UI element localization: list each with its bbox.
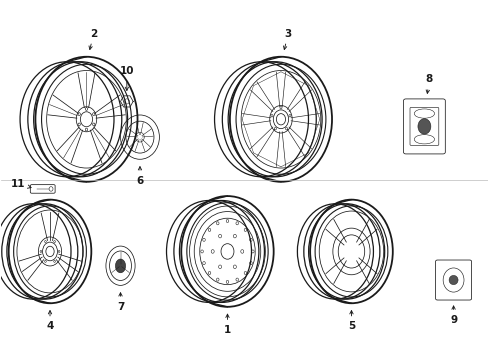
Text: 5: 5	[347, 311, 354, 332]
Text: 11: 11	[11, 179, 25, 189]
Ellipse shape	[448, 275, 457, 285]
Ellipse shape	[417, 119, 430, 134]
Text: 9: 9	[449, 306, 456, 325]
Text: 4: 4	[46, 311, 54, 332]
Text: 7: 7	[117, 293, 124, 312]
Text: 1: 1	[224, 314, 231, 335]
Ellipse shape	[115, 259, 125, 273]
Text: 2: 2	[89, 28, 97, 50]
Text: 6: 6	[136, 167, 143, 186]
Text: 10: 10	[120, 66, 134, 90]
Text: 3: 3	[283, 28, 291, 50]
Text: 8: 8	[425, 74, 432, 93]
